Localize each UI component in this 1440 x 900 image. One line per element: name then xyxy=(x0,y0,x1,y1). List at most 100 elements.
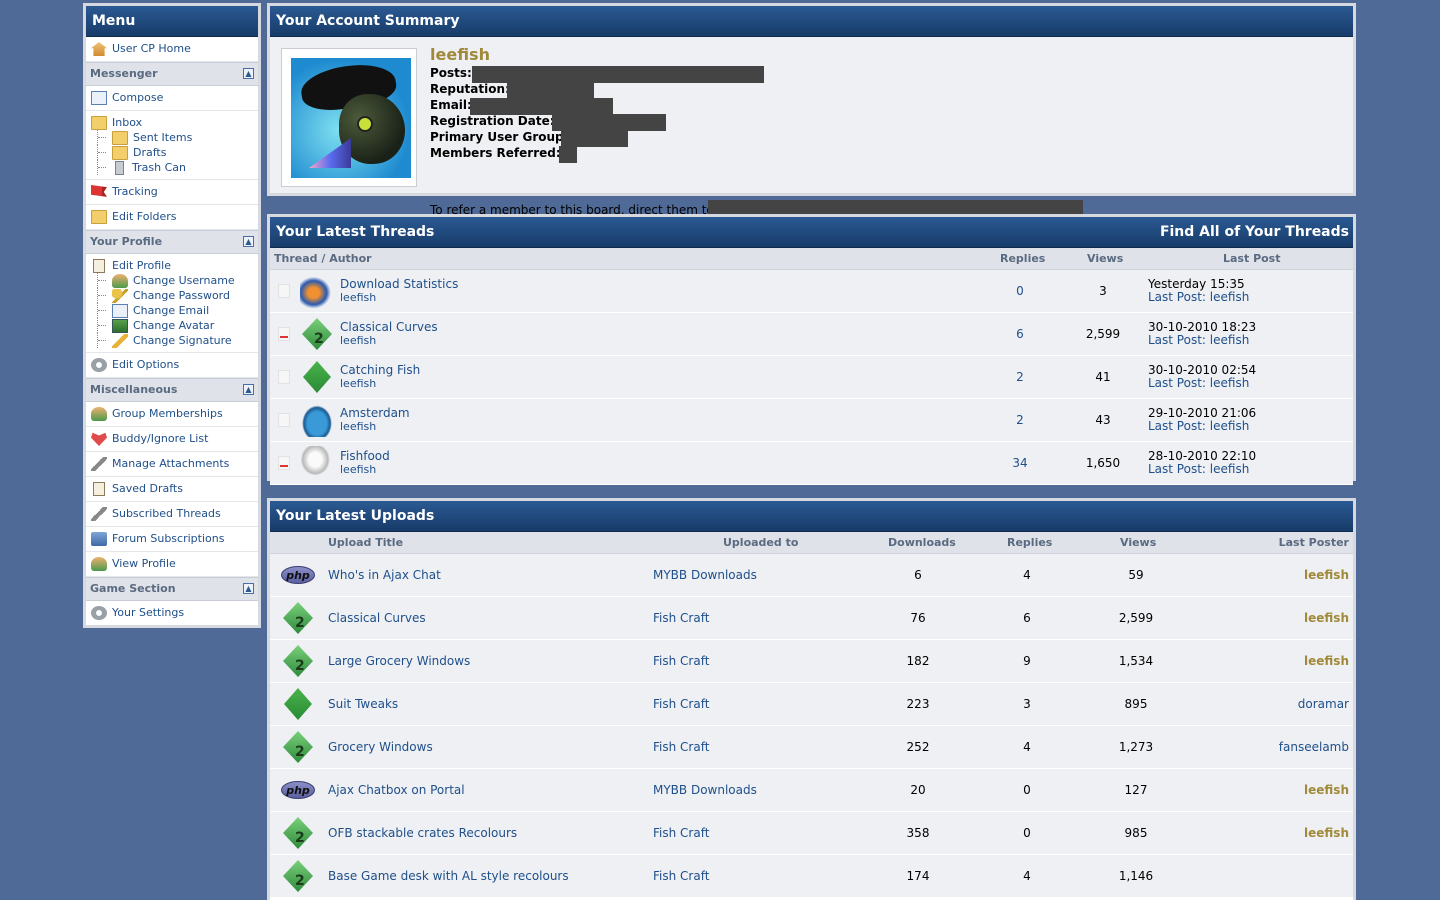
thread-title-link[interactable]: Download Statistics xyxy=(340,277,459,291)
uploaded-to-link[interactable]: Fish Craft xyxy=(653,654,710,668)
last-post-date: Yesterday 15:35 xyxy=(1148,277,1245,291)
last-poster-link[interactable]: leefish xyxy=(1304,568,1349,582)
upload-title-link[interactable]: OFB stackable crates Recolours xyxy=(328,826,518,840)
last-post-link[interactable]: Last Post: xyxy=(1148,462,1206,476)
downloads-count: 76 xyxy=(910,611,926,625)
collapse-icon[interactable]: ▲ xyxy=(243,68,254,79)
thread-author-link[interactable]: leefish xyxy=(340,291,377,304)
menu-forum-subscriptions[interactable]: Forum Subscriptions xyxy=(86,527,258,552)
menu-subscribed-threads[interactable]: Subscribed Threads xyxy=(86,502,258,527)
posts-label: Posts: xyxy=(430,66,472,80)
uploaded-to-link[interactable]: Fish Craft xyxy=(653,740,710,754)
document-icon xyxy=(93,482,105,496)
last-poster-link[interactable]: leefish xyxy=(1304,654,1349,668)
menu-edit-profile[interactable]: Edit Profile xyxy=(91,258,258,273)
menu-change-email-label: Change Email xyxy=(133,304,210,317)
upload-title-link[interactable]: Ajax Chatbox on Portal xyxy=(328,783,465,797)
downloads-count: 6 xyxy=(914,568,922,582)
upload-title-link[interactable]: Large Grocery Windows xyxy=(328,654,471,668)
col-last-poster: Last Poster xyxy=(1278,536,1349,549)
table-row: Grocery Windows Fish Craft 252 4 1,273 f… xyxy=(270,726,1353,769)
menu-tracking[interactable]: Tracking xyxy=(86,180,258,205)
last-post-link[interactable]: Last Post: xyxy=(1148,419,1206,433)
menu-change-signature[interactable]: Change Signature xyxy=(91,333,258,348)
thread-title-link[interactable]: Fishfood xyxy=(340,449,390,463)
uploaded-to-link[interactable]: Fish Craft xyxy=(653,869,710,883)
last-poster-link[interactable]: leefish xyxy=(1209,376,1250,390)
uploaded-to-link[interactable]: Fish Craft xyxy=(653,697,710,711)
last-poster-link[interactable]: leefish xyxy=(1304,826,1349,840)
downloads-count: 358 xyxy=(906,826,930,840)
home-icon xyxy=(91,42,107,56)
uploaded-to-link[interactable]: Fish Craft xyxy=(653,611,710,625)
uploaded-to-link[interactable]: MYBB Downloads xyxy=(653,568,757,582)
menu-change-password[interactable]: Change Password xyxy=(91,288,258,303)
menu-view-profile[interactable]: View Profile xyxy=(86,552,258,577)
uploaded-to-link[interactable]: MYBB Downloads xyxy=(653,783,757,797)
menu-inbox-label: Inbox xyxy=(112,116,143,129)
menu-user-cp-home[interactable]: User CP Home xyxy=(86,37,258,62)
last-poster-link[interactable]: leefish xyxy=(1209,419,1250,433)
collapse-icon[interactable]: ▲ xyxy=(243,384,254,395)
find-all-threads-link[interactable]: Find All of Your Threads xyxy=(1159,224,1349,240)
last-poster-link[interactable]: fanseelamb xyxy=(1278,740,1349,754)
col-replies: Replies xyxy=(1000,252,1046,265)
last-poster-link[interactable]: leefish xyxy=(1304,783,1349,797)
last-poster-link[interactable]: leefish xyxy=(1209,333,1250,347)
upload-title-link[interactable]: Grocery Windows xyxy=(328,740,433,754)
menu-change-username[interactable]: Change Username xyxy=(91,273,258,288)
menu-saved-drafts[interactable]: Saved Drafts xyxy=(86,477,258,502)
views-count: 2,599 xyxy=(1085,327,1121,341)
thread-title-link[interactable]: Catching Fish xyxy=(340,363,421,377)
last-poster-link[interactable]: leefish xyxy=(1209,290,1250,304)
menu-compose[interactable]: Compose xyxy=(86,86,258,111)
thread-author-link[interactable]: leefish xyxy=(340,334,377,347)
last-poster-link[interactable]: doramar xyxy=(1297,697,1349,711)
menu-edit-folders[interactable]: Edit Folders xyxy=(86,205,258,230)
upload-title-link[interactable]: Suit Tweaks xyxy=(328,697,399,711)
last-post-link[interactable]: Last Post: xyxy=(1148,333,1206,347)
replies-count-link[interactable]: 2 xyxy=(1016,370,1024,384)
menu-sent-items[interactable]: Sent Items xyxy=(91,130,258,145)
uploaded-to-link[interactable]: Fish Craft xyxy=(653,826,710,840)
views-count: 2,599 xyxy=(1118,611,1154,625)
upload-title-link[interactable]: Classical Curves xyxy=(328,611,426,625)
menu-change-avatar[interactable]: Change Avatar xyxy=(91,318,258,333)
menu-buddy-list[interactable]: Buddy/Ignore List xyxy=(86,427,258,452)
folder-icon xyxy=(91,210,107,224)
replies-count-link[interactable]: 0 xyxy=(1016,284,1024,298)
thread-author-link[interactable]: leefish xyxy=(340,420,377,433)
menu-forum-subscriptions-label: Forum Subscriptions xyxy=(112,532,225,545)
folder-icon xyxy=(112,130,128,145)
menu-change-email[interactable]: Change Email xyxy=(91,303,258,318)
col-views: Views xyxy=(1120,536,1157,549)
replies-count-link[interactable]: 34 xyxy=(1012,456,1028,470)
menu-drafts[interactable]: Drafts xyxy=(91,145,258,160)
last-post-link[interactable]: Last Post: xyxy=(1148,290,1206,304)
menu-group-memberships[interactable]: Group Memberships xyxy=(86,402,258,427)
last-poster-link[interactable]: leefish xyxy=(1304,611,1349,625)
replies-count-link[interactable]: 2 xyxy=(1016,413,1024,427)
menu-sent-items-label: Sent Items xyxy=(133,131,193,144)
menu-trash-can[interactable]: Trash Can xyxy=(91,160,258,175)
replies-count-link[interactable]: 6 xyxy=(1016,327,1024,341)
thread-author-link[interactable]: leefish xyxy=(340,377,377,390)
profile-group: Edit Profile Change Username Change Pass… xyxy=(86,254,258,353)
upload-title-link[interactable]: Base Game desk with AL style recolours xyxy=(328,869,569,883)
menu-manage-attachments[interactable]: Manage Attachments xyxy=(86,452,258,477)
collapse-icon[interactable]: ▲ xyxy=(243,583,254,594)
menu-compose-label: Compose xyxy=(112,91,164,104)
menu-your-settings-label: Your Settings xyxy=(112,606,185,619)
collapse-icon[interactable]: ▲ xyxy=(243,236,254,247)
menu-edit-options[interactable]: Edit Options xyxy=(86,353,258,378)
username[interactable]: leefish xyxy=(430,45,490,64)
thread-author-link[interactable]: leefish xyxy=(340,463,377,476)
thread-title-link[interactable]: Amsterdam xyxy=(340,406,410,420)
menu-your-settings[interactable]: Your Settings xyxy=(86,601,258,625)
menu-inbox[interactable]: Inbox xyxy=(91,115,258,130)
upload-title-link[interactable]: Who's in Ajax Chat xyxy=(328,568,441,582)
thread-status-icon xyxy=(278,327,290,341)
last-post-link[interactable]: Last Post: xyxy=(1148,376,1206,390)
thread-title-link[interactable]: Classical Curves xyxy=(340,320,438,334)
last-poster-link[interactable]: leefish xyxy=(1209,462,1250,476)
